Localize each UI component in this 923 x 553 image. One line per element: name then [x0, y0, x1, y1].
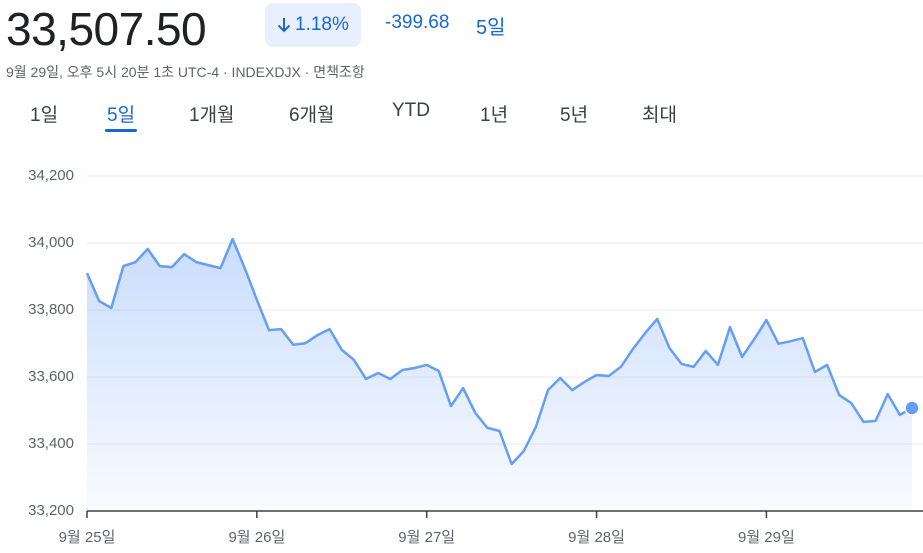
price: 33,507.50	[6, 3, 207, 55]
x-tick-label: 9월 25일	[59, 529, 116, 546]
range-tab[interactable]: YTD	[392, 100, 430, 121]
price-line	[85, 237, 913, 466]
area	[87, 239, 912, 511]
range-tab[interactable]: 1년	[480, 105, 509, 126]
last-point-dot	[904, 400, 920, 416]
x-tick-label: 9월 27일	[398, 529, 455, 546]
x-tick-label: 9월 28일	[568, 529, 625, 546]
range-tab[interactable]: 1일	[30, 105, 59, 126]
y-tick-label: 33,400	[28, 435, 74, 452]
period: 5일	[476, 17, 506, 39]
x-tick-label: 9월 29일	[738, 529, 795, 546]
change-chip: 1.18%	[265, 3, 361, 47]
range-tab[interactable]: 5년	[560, 105, 589, 126]
range-tab[interactable]: 5일	[104, 100, 138, 132]
info-line: 9월 29일, 오후 5시 20분 1초 UTC-4 · INDEXDJX · …	[6, 64, 365, 80]
x-tick-label: 9월 26일	[228, 529, 285, 546]
change: -399.68	[385, 12, 450, 33]
y-tick-label: 34,000	[28, 234, 74, 251]
y-tick-label: 33,800	[28, 301, 74, 318]
range-tab[interactable]: 최대	[642, 105, 677, 126]
range-tab[interactable]: 1개월	[189, 105, 235, 126]
range-tab[interactable]: 6개월	[289, 105, 335, 126]
down-arrow-icon	[277, 18, 291, 33]
change-percent: 1.18%	[295, 14, 349, 35]
y-tick-label: 33,600	[28, 368, 74, 385]
y-tick-label: 33,200	[28, 502, 74, 519]
y-tick-label: 34,200	[28, 167, 74, 184]
